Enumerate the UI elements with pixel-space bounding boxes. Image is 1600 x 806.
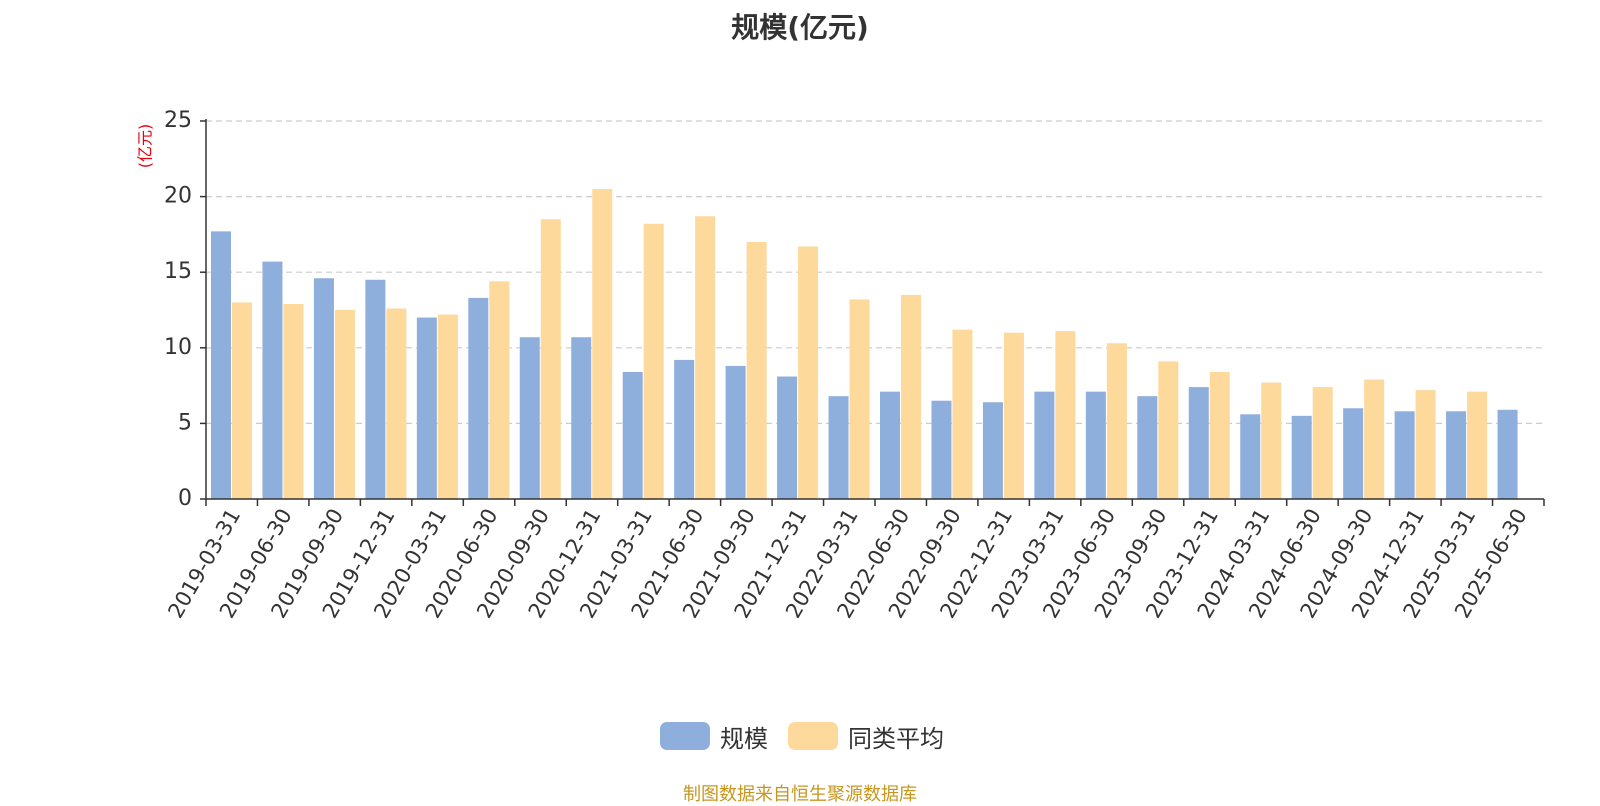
gridlines <box>206 120 1544 424</box>
y-tick-label-4: 20 <box>164 184 192 209</box>
bar-peer-average-2021-03-31 <box>643 223 664 500</box>
bar-scale-2024-09-30 <box>1343 408 1364 499</box>
bar-scale-2022-03-31 <box>828 396 849 499</box>
bar-peer-average-2024-06-30 <box>1312 387 1333 499</box>
bar-scale-2023-03-31 <box>1034 391 1055 499</box>
bar-peer-average-2019-03-31 <box>232 302 252 499</box>
bar-scale-2024-12-31 <box>1394 411 1415 499</box>
bar-scale-2023-09-30 <box>1137 396 1158 499</box>
bar-peer-average-2023-12-31 <box>1209 371 1230 499</box>
legend-item-peer-average[interactable]: 同类平均 <box>788 720 944 753</box>
bar-scale-2023-12-31 <box>1188 387 1209 499</box>
bar-scale-2025-06-30 <box>1497 409 1518 499</box>
bar-scale-2021-09-30 <box>725 365 746 499</box>
bar-peer-average-2019-12-31 <box>386 308 407 499</box>
y-tick-label-2: 10 <box>164 335 192 360</box>
y-tick-label-0: 0 <box>178 486 192 511</box>
bar-scale-2025-03-31 <box>1446 411 1467 499</box>
chart-title: 规模(亿元) <box>731 11 869 44</box>
axes <box>205 119 1545 506</box>
bar-peer-average-2024-03-31 <box>1261 382 1282 499</box>
x-tick-labels: 2019-03-312019-06-302019-09-302019-12-31… <box>163 504 1531 622</box>
bar-peer-average-2021-09-30 <box>746 241 767 499</box>
bar-scale-2022-06-30 <box>880 391 900 499</box>
bar-peer-average-2024-12-31 <box>1415 390 1436 499</box>
y-axis-unit-label: (亿元) <box>136 124 155 169</box>
y-tick-label-3: 15 <box>164 259 192 284</box>
bar-scale-2024-03-31 <box>1240 414 1261 499</box>
bars <box>211 189 1518 500</box>
bar-scale-2019-03-31 <box>211 231 231 499</box>
y-tick-label-5: 25 <box>164 108 192 133</box>
legend-swatch-scale <box>660 722 710 750</box>
bar-scale-2021-12-31 <box>777 376 798 499</box>
y-tick-labels: 0 5 10 15 20 25 <box>164 108 206 511</box>
bar-peer-average-2022-12-31 <box>1003 332 1024 499</box>
bar-peer-average-2023-03-31 <box>1055 331 1076 499</box>
bar-scale-2020-12-31 <box>571 337 592 499</box>
bar-peer-average-2022-09-30 <box>952 329 973 499</box>
bar-peer-average-2025-03-31 <box>1467 391 1488 499</box>
bar-scale-2022-09-30 <box>931 400 952 499</box>
bar-peer-average-2022-03-31 <box>849 299 870 499</box>
bar-peer-average-2020-03-31 <box>437 314 458 499</box>
source-note: 制图数据来自恒生聚源数据库 <box>683 784 917 805</box>
bar-peer-average-2024-09-30 <box>1364 379 1385 499</box>
bar-scale-2021-06-30 <box>674 359 695 499</box>
bar-scale-2020-03-31 <box>416 317 437 499</box>
bar-scale-2023-06-30 <box>1085 391 1106 499</box>
bar-scale-2020-09-30 <box>519 337 540 499</box>
bar-peer-average-2021-12-31 <box>798 246 819 499</box>
bar-scale-2021-03-31 <box>622 371 643 499</box>
bar-peer-average-2023-09-30 <box>1158 361 1179 499</box>
bar-scale-2024-06-30 <box>1291 415 1312 499</box>
bar-peer-average-2023-06-30 <box>1106 343 1127 499</box>
bar-peer-average-2020-12-31 <box>592 189 613 500</box>
legend-item-scale[interactable]: 规模 <box>660 720 768 753</box>
bar-scale-2022-12-31 <box>982 402 1003 499</box>
bar-scale-2019-09-30 <box>313 278 334 499</box>
bar-peer-average-2021-06-30 <box>695 216 716 500</box>
legend-swatch-peer-average <box>788 722 838 750</box>
bar-scale-2019-06-30 <box>262 261 283 499</box>
bar-peer-average-2020-09-30 <box>540 219 561 499</box>
bar-scale-2020-06-30 <box>468 297 489 499</box>
legend: 规模 同类平均 <box>0 720 1600 753</box>
y-tick-label-1: 5 <box>178 410 192 435</box>
bar-peer-average-2019-06-30 <box>283 303 304 499</box>
bar-peer-average-2019-09-30 <box>334 310 355 499</box>
legend-label-peer-average: 同类平均 <box>848 724 944 753</box>
bar-scale-2019-12-31 <box>365 279 386 499</box>
bar-peer-average-2022-06-30 <box>901 294 921 499</box>
legend-label-scale: 规模 <box>720 724 768 753</box>
bar-peer-average-2020-06-30 <box>489 281 510 499</box>
